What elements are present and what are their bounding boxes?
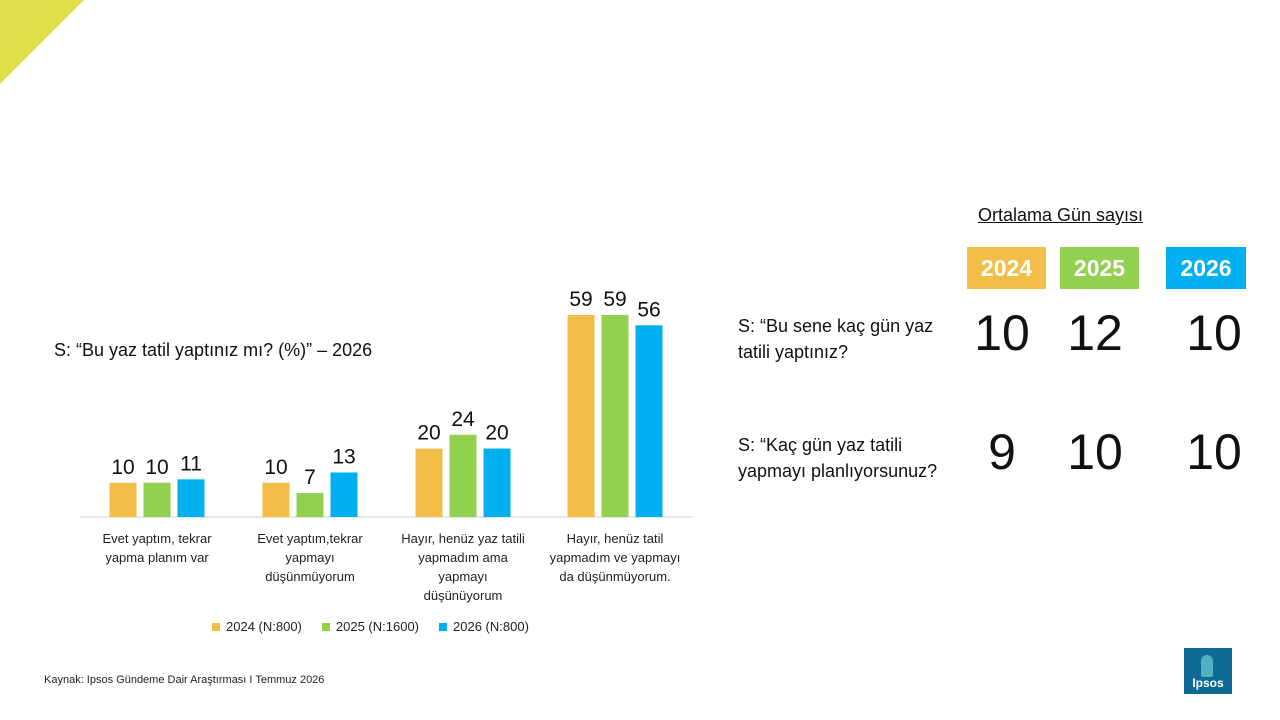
category-label-4-line-1: Hayır, henüz tatil	[567, 531, 664, 546]
ipsos-logo-text: Ipsos	[1192, 676, 1224, 690]
average-value-2026-q1: 10	[1186, 305, 1242, 361]
bar-2024-cat3	[415, 448, 443, 517]
ipsos-logo: Ipsos	[1184, 648, 1232, 694]
category-label-4-line-2: yapmadım ve yapmayı	[550, 550, 681, 565]
bar-2025-cat3	[449, 434, 477, 517]
average-value-2025-q1: 12	[1067, 305, 1123, 361]
category-label-3-line-1: Hayır, henüz yaz tatili	[401, 531, 525, 546]
category-label-1-line-2: yapma planım var	[105, 550, 209, 565]
bar-chart: 10 10 11 Evet yaptım, tekrar yapma planım va…	[80, 288, 692, 603]
category-label-2-line-2: yapmayı	[285, 550, 334, 565]
category-label-3-line-4: düşünüyorum	[424, 588, 503, 603]
legend-item-2025: 2025 (N:1600)	[321, 619, 420, 634]
year-badge-2025: 2025	[1060, 247, 1139, 289]
data-label-2026-cat3: 20	[485, 422, 508, 445]
data-label-2025-cat2: 7	[304, 466, 316, 489]
data-label-2026-cat2: 13	[332, 445, 355, 468]
bar-2026-cat1	[177, 479, 205, 517]
bar-2025-cat1	[143, 482, 171, 517]
data-label-2026-cat4: 56	[637, 298, 660, 321]
data-label-2026-cat1: 11	[180, 452, 202, 475]
average-value-2024-q1: 10	[974, 305, 1030, 361]
average-value-2024-q2: 9	[988, 424, 1016, 480]
corner-accent-triangle	[0, 0, 84, 84]
category-label-3-line-2: yapmadım ama	[418, 550, 508, 565]
category-label-3-line-3: yapmayı	[438, 569, 487, 584]
legend-label-2025: 2025 (N:1600)	[335, 619, 420, 634]
data-label-2024-cat1: 10	[111, 456, 134, 479]
data-label-2025-cat3: 24	[451, 408, 475, 431]
bar-2024-cat4	[567, 315, 595, 517]
average-question-1: S: “Bu sene kaç gün yaz tatili yaptınız?	[738, 316, 934, 362]
average-value-2025-q2: 10	[1067, 424, 1123, 480]
bar-2024-cat2	[262, 482, 290, 517]
source-note: Kaynak: Ipsos Gündeme Dair Araştırması I…	[44, 674, 325, 686]
year-badge-2026: 2026	[1166, 247, 1246, 289]
bar-2026-cat3	[483, 448, 511, 517]
bar-2026-cat4	[635, 325, 663, 517]
category-label-2-line-1: Evet yaptım,tekrar	[257, 531, 363, 546]
bar-2024-cat1	[109, 482, 137, 517]
data-label-2024-cat2: 10	[264, 456, 287, 479]
data-label-2024-cat3: 20	[417, 422, 440, 445]
ipsos-logo-icon	[1201, 655, 1213, 677]
year-badge-2024: 2024	[967, 247, 1046, 289]
chart-question: S: “Bu yaz tatil yaptınız mı? (%)” – 202…	[54, 340, 373, 360]
average-value-2026-q2: 10	[1186, 424, 1242, 480]
average-question-2: S: “Kaç gün yaz tatili yapmayı planlıyor…	[738, 435, 938, 481]
data-label-2024-cat4: 59	[569, 288, 592, 311]
bar-2025-cat2	[296, 493, 324, 517]
legend-swatch-2024	[212, 622, 220, 631]
category-label-1-line-1: Evet yaptım, tekrar	[102, 531, 212, 546]
average-days-title: Ortalama Gün sayısı	[978, 205, 1144, 225]
chart-legend: 2024 (N:800) 2025 (N:1600) 2026 (N:800)	[212, 619, 529, 634]
legend-label-2024: 2024 (N:800)	[226, 619, 302, 634]
category-label-2-line-3: düşünmüyorum	[265, 569, 355, 584]
bar-2025-cat4	[601, 315, 629, 517]
category-label-4-line-3: da düşünmüyorum.	[559, 569, 670, 584]
legend-item-2024: 2024 (N:800)	[212, 619, 302, 634]
bar-2026-cat2	[330, 472, 358, 517]
legend-swatch-2025	[321, 622, 330, 631]
legend-swatch-2026	[439, 622, 448, 631]
legend-label-2026: 2026 (N:800)	[453, 619, 529, 634]
data-label-2025-cat1: 10	[145, 456, 168, 479]
data-label-2025-cat4: 59	[603, 288, 626, 311]
legend-item-2026: 2026 (N:800)	[439, 619, 529, 634]
